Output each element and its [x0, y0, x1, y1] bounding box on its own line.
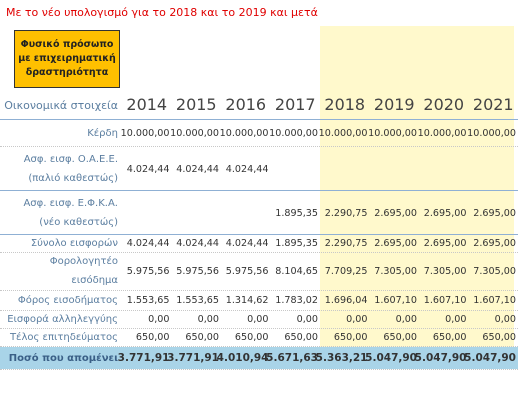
cell: 10.000,00: [219, 127, 269, 139]
cell: 10.000,00: [417, 127, 467, 139]
cell: 5.975,56: [176, 265, 219, 277]
cell: 2.695,00: [423, 207, 467, 219]
cell: 2.290,75: [324, 207, 368, 219]
row-label: Φορολογητέο εισόδημα: [49, 256, 118, 286]
cell: 4.024,44: [225, 163, 269, 175]
cell: 0,00: [197, 313, 219, 325]
rule: [0, 146, 518, 147]
cell: 650,00: [383, 331, 417, 343]
rule: [0, 190, 518, 191]
cell: 650,00: [432, 331, 467, 343]
cell: 650,00: [185, 331, 219, 343]
cell: 1.895,35: [275, 207, 318, 219]
cell: 5.671,63: [266, 352, 318, 364]
cell: 7.305,00: [473, 265, 516, 277]
cell: 0,00: [346, 313, 368, 325]
cell: 2.695,00: [374, 237, 417, 249]
cell: 0,00: [148, 313, 170, 325]
row-label: Ποσό που απομένει: [8, 352, 118, 364]
cell: 2.695,00: [374, 207, 417, 219]
cell: 650,00: [333, 331, 368, 343]
cell: 5.363,21: [315, 352, 368, 364]
cell: 2.695,00: [423, 237, 467, 249]
category-box: Φυσικό πρόσωπο με επιχειρηματική δραστηρ…: [14, 30, 120, 88]
cell: 650,00: [482, 331, 516, 343]
rule: [0, 369, 518, 370]
year: 2014: [126, 95, 168, 114]
row-label: Τέλος επιτηδεύματος: [9, 331, 118, 343]
cell: 0,00: [494, 313, 516, 325]
cell: 10.000,00: [318, 127, 368, 139]
total-row-bg: [0, 347, 518, 369]
rule: [0, 310, 518, 311]
cell: 4.024,44: [176, 237, 219, 249]
cell: 1.607,10: [374, 294, 417, 306]
cell: 650,00: [234, 331, 269, 343]
cell: 5.975,56: [126, 265, 170, 277]
cell: 1.553,65: [176, 294, 219, 306]
cell: 650,00: [284, 331, 318, 343]
cell: 5.975,56: [225, 265, 269, 277]
cell: 10.000,00: [467, 127, 516, 139]
year: 2020: [423, 95, 465, 114]
cell: 4.024,44: [225, 237, 269, 249]
row-label: Ασφ. εισφ. Ε.Φ.Κ.Α. (νέο καθεστώς): [23, 198, 118, 228]
cell: 3.771,91: [117, 352, 170, 364]
year: 2021: [472, 95, 514, 114]
cell: 0,00: [247, 313, 269, 325]
cell: 0,00: [296, 313, 318, 325]
cell: 0,00: [445, 313, 467, 325]
cell: 4.024,44: [126, 163, 170, 175]
cell: 10.000,00: [170, 127, 219, 139]
year: 2018: [324, 95, 366, 114]
rule: [0, 119, 518, 120]
cell: 8.104,65: [275, 265, 318, 277]
cell: 0,00: [395, 313, 417, 325]
cell: 3.771,91: [167, 352, 219, 364]
cell: 7.305,00: [423, 265, 467, 277]
cell: 4.024,44: [126, 237, 170, 249]
year: 2015: [175, 95, 217, 114]
cell: 2.695,00: [473, 237, 516, 249]
cell: 1.696,04: [324, 294, 368, 306]
rule: [0, 234, 518, 235]
row-label: Εισφορά αλληλεγγύης: [7, 313, 118, 325]
cell: 10.000,00: [368, 127, 417, 139]
cell: 5.047,90: [365, 352, 417, 364]
highlight: [320, 26, 514, 347]
cell: 10.000,00: [120, 127, 170, 139]
row-label: Σύνολο εισφορών: [30, 237, 118, 249]
cell: 650,00: [135, 331, 170, 343]
cell: 10.000,00: [269, 127, 318, 139]
cell: 2.290,75: [324, 237, 368, 249]
cell: 5.047,90: [414, 352, 467, 364]
row-label: Ασφ. εισφ. Ο.Α.Ε.Ε. (παλιό καθεστώς): [23, 154, 118, 184]
cell: 1.553,65: [126, 294, 170, 306]
rule: [0, 346, 518, 347]
note: Με το νέο υπολογισμό για το 2018 και το …: [6, 6, 318, 19]
cell: 5.047,90: [464, 352, 516, 364]
cell: 1.895,35: [275, 237, 318, 249]
rule: [0, 328, 518, 329]
cell: 7.305,00: [374, 265, 417, 277]
year: 2017: [274, 95, 316, 114]
row-label: Κέρδη: [87, 127, 118, 139]
header-label: Οικονομικά στοιχεία: [4, 98, 118, 112]
cell: 4.024,44: [176, 163, 219, 175]
cell: 1.783,02: [275, 294, 318, 306]
year: 2016: [225, 95, 267, 114]
cell: 1.314,62: [225, 294, 269, 306]
rule: [0, 290, 518, 291]
cell: 4.010,94: [216, 352, 269, 364]
cell: 1.607,10: [473, 294, 516, 306]
cell: 1.607,10: [423, 294, 467, 306]
cell: 2.695,00: [473, 207, 516, 219]
cell: 7.709,25: [324, 265, 368, 277]
rule: [0, 252, 518, 253]
year: 2019: [373, 95, 415, 114]
row-label: Φόρος εισοδήματος: [17, 294, 118, 306]
